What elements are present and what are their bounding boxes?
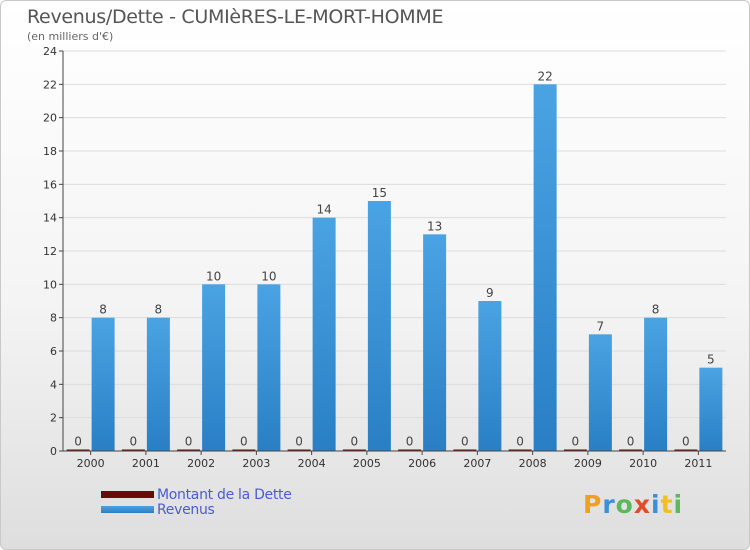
y-tick-label: 16 bbox=[43, 178, 57, 191]
proxiti-logo: Proxiti bbox=[583, 490, 683, 519]
bar-revenus bbox=[257, 284, 281, 451]
data-label-revenus: 8 bbox=[155, 303, 163, 317]
y-tick-label: 12 bbox=[43, 245, 57, 258]
legend-swatch-revenus bbox=[101, 506, 154, 513]
data-label-revenus: 8 bbox=[99, 303, 107, 317]
bar-dette bbox=[508, 449, 532, 451]
bar-dette bbox=[121, 449, 145, 451]
bar-dette bbox=[66, 449, 90, 451]
data-label-revenus: 15 bbox=[372, 186, 387, 200]
data-label-dette: 0 bbox=[572, 435, 580, 449]
bar-revenus bbox=[478, 301, 502, 451]
legend-label-revenus: Revenus bbox=[157, 501, 215, 518]
x-tick-label: 2005 bbox=[353, 457, 381, 470]
y-tick-label: 18 bbox=[43, 145, 57, 158]
y-tick-label: 24 bbox=[43, 45, 57, 58]
x-tick-label: 2009 bbox=[574, 457, 602, 470]
logo-letter: x bbox=[633, 490, 651, 519]
data-label-revenus: 5 bbox=[707, 353, 715, 367]
data-label-revenus: 22 bbox=[537, 69, 552, 83]
data-label-dette: 0 bbox=[682, 435, 690, 449]
y-tick-label: 10 bbox=[43, 278, 57, 291]
y-tick-label: 4 bbox=[50, 378, 57, 391]
y-tick-label: 22 bbox=[43, 78, 57, 91]
legend-item-dette: Montant de la Dette bbox=[101, 486, 292, 503]
data-label-revenus: 10 bbox=[206, 269, 221, 283]
bar-dette bbox=[674, 449, 698, 451]
bar-dette bbox=[232, 449, 256, 451]
chart-legend: Montant de la Dette Revenus bbox=[101, 486, 292, 518]
bar-revenus bbox=[423, 234, 447, 451]
data-label-revenus: 7 bbox=[597, 319, 605, 333]
logo-letter: i bbox=[673, 490, 684, 519]
bar-revenus bbox=[588, 334, 612, 451]
data-label-revenus: 8 bbox=[652, 303, 660, 317]
x-tick-label: 2001 bbox=[132, 457, 160, 470]
x-tick-label: 2006 bbox=[408, 457, 436, 470]
x-tick-label: 2010 bbox=[629, 457, 657, 470]
x-tick-label: 2000 bbox=[77, 457, 105, 470]
data-label-revenus: 10 bbox=[261, 269, 276, 283]
bar-dette bbox=[563, 449, 587, 451]
x-tick-label: 2004 bbox=[298, 457, 326, 470]
bar-dette bbox=[287, 449, 311, 451]
logo-letter: P bbox=[583, 490, 603, 519]
y-tick-label: 2 bbox=[50, 412, 57, 425]
legend-swatch-dette bbox=[101, 491, 154, 498]
data-label-dette: 0 bbox=[295, 435, 303, 449]
data-label-dette: 0 bbox=[461, 435, 469, 449]
bar-revenus bbox=[202, 284, 226, 451]
logo-letter: r bbox=[602, 490, 616, 519]
y-tick-label: 0 bbox=[50, 445, 57, 458]
logo-letter: i bbox=[651, 490, 661, 519]
y-tick-label: 6 bbox=[50, 345, 57, 358]
y-tick-label: 20 bbox=[43, 112, 57, 125]
bar-dette bbox=[177, 449, 201, 451]
x-tick-label: 2011 bbox=[684, 457, 712, 470]
bar-revenus bbox=[699, 367, 723, 451]
chart-subtitle: (en milliers d'€) bbox=[27, 30, 114, 43]
bar-revenus bbox=[533, 84, 557, 451]
bar-revenus bbox=[146, 317, 170, 451]
data-label-dette: 0 bbox=[185, 435, 193, 449]
logo-letter: o bbox=[615, 490, 634, 519]
data-label-revenus: 9 bbox=[486, 286, 494, 300]
data-label-revenus: 13 bbox=[427, 219, 442, 233]
data-label-dette: 0 bbox=[627, 435, 635, 449]
x-tick-label: 2008 bbox=[519, 457, 547, 470]
bar-dette bbox=[342, 449, 366, 451]
x-tick-label: 2002 bbox=[187, 457, 215, 470]
y-tick-label: 14 bbox=[43, 212, 57, 225]
bar-dette bbox=[619, 449, 643, 451]
legend-item-revenus: Revenus bbox=[101, 501, 292, 518]
x-tick-label: 2003 bbox=[242, 457, 270, 470]
bar-revenus bbox=[367, 201, 391, 451]
y-tick-label: 8 bbox=[50, 312, 57, 325]
data-label-dette: 0 bbox=[74, 435, 82, 449]
legend-label-dette: Montant de la Dette bbox=[157, 486, 292, 503]
data-label-revenus: 14 bbox=[316, 203, 331, 217]
data-label-dette: 0 bbox=[516, 435, 524, 449]
data-label-dette: 0 bbox=[406, 435, 414, 449]
data-label-dette: 0 bbox=[130, 435, 138, 449]
logo-letter: t bbox=[660, 490, 674, 519]
bar-dette bbox=[398, 449, 422, 451]
data-label-dette: 0 bbox=[240, 435, 248, 449]
bar-revenus bbox=[312, 217, 336, 451]
bar-revenus bbox=[91, 317, 115, 451]
chart-title: Revenus/Dette - CUMIèRES-LE-MORT-HOMME bbox=[27, 6, 444, 28]
x-tick-label: 2007 bbox=[463, 457, 491, 470]
bar-revenus bbox=[644, 317, 668, 451]
data-label-dette: 0 bbox=[351, 435, 359, 449]
bar-dette bbox=[453, 449, 477, 451]
